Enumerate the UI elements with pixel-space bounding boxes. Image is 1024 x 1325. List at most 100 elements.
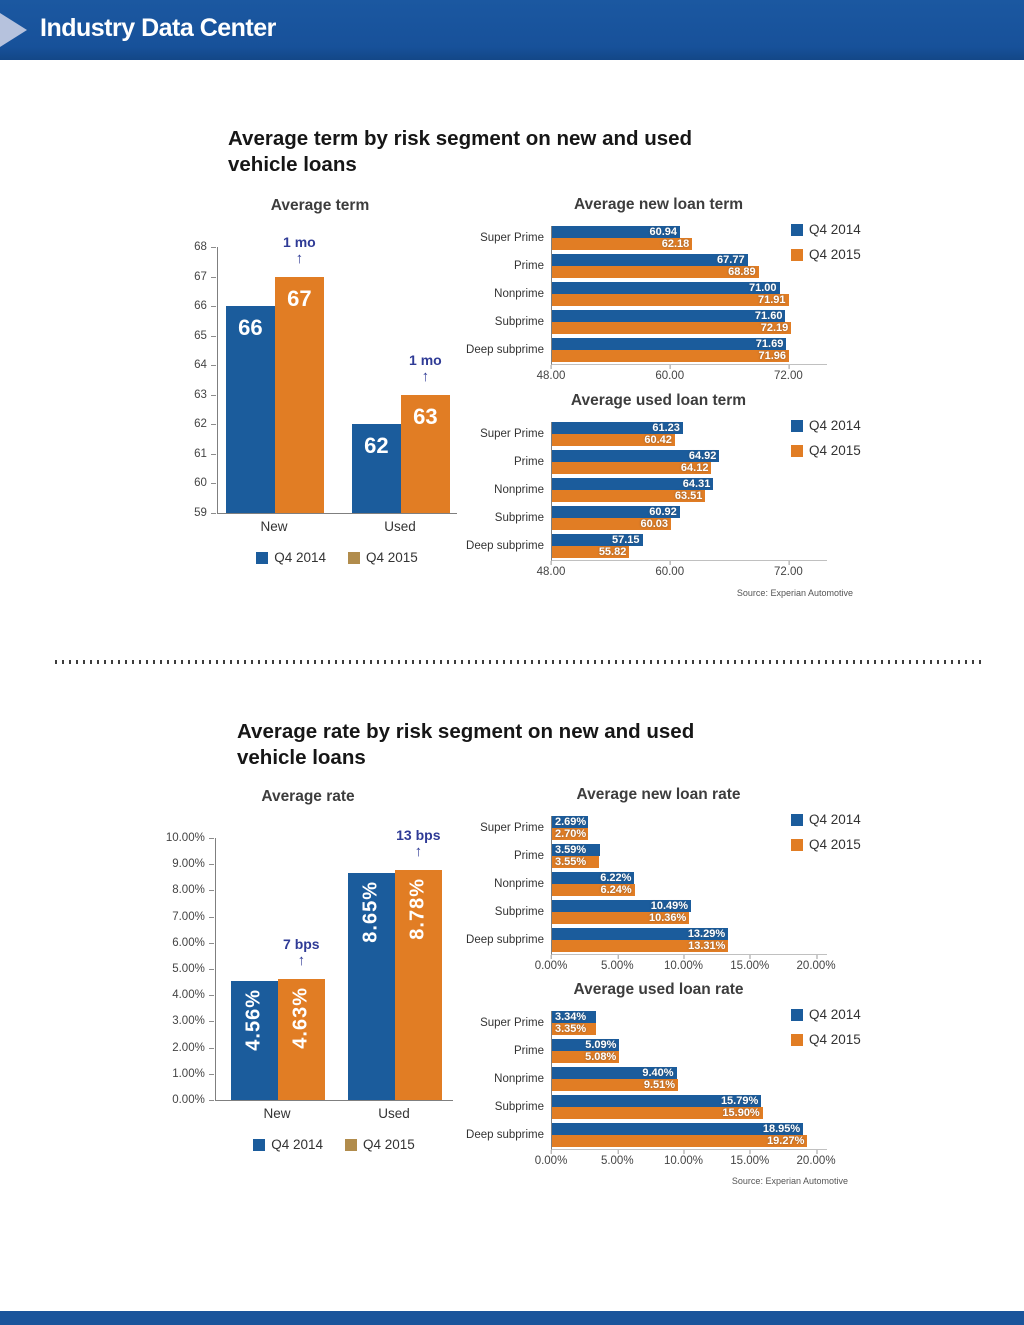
section-heading-rate: Average rate by risk segment on new and … (237, 719, 694, 771)
legend-swatch-icon (791, 223, 803, 236)
plot-area: 60.94 62.18 67.77 68.89 71.00 71.91 71.60 72.19… (551, 226, 827, 365)
category-label: Nonprime (494, 484, 544, 496)
bar-value-label: 6.22% (600, 872, 632, 884)
bar-value-label: 72.19 (760, 322, 789, 334)
x-axis-category-labels: New Used (217, 514, 457, 536)
category-label: Nonprime (494, 288, 544, 300)
bar-q4-2015: 15.90% (552, 1107, 763, 1119)
category-label: Deep subprime (466, 540, 544, 552)
bar-value-label: 2.70% (555, 828, 587, 840)
bar-value-label: 68.89 (728, 266, 756, 278)
x-axis-labels: 0.00% 5.00% 10.00% 15.00% 20.00% (535, 955, 836, 973)
category-label: Deep subprime (466, 1129, 544, 1141)
bar-q4-2014: 18.95% (552, 1123, 804, 1135)
chart-title: Average new loan rate (576, 786, 741, 803)
bar-q4-2014: 3.59% (552, 844, 600, 856)
y-axis-tick-label: 7.00% (172, 910, 214, 923)
bar-q4-2015: 71.91 (552, 294, 789, 306)
category-label: Prime (513, 260, 544, 272)
bar-q4-2015: 8.78% (394, 869, 442, 1100)
bar-q4-2015: 72.19 (552, 322, 792, 334)
bar-q4-2014: 15.79% (552, 1095, 762, 1107)
y-axis-labels: 10.00% 9.00% 8.00% 7.00% 6.00% 5.00% 4.00% 3.00… (163, 832, 215, 1106)
y-axis-tick-label: 61 (194, 447, 216, 460)
legend-swatch-icon (791, 813, 803, 826)
y-axis-labels: 68 67 66 65 64 63 62 61 60 59 (183, 241, 217, 519)
bar-value-label: 64.31 (682, 478, 711, 490)
bar-q4-2014: 71.00 (552, 282, 780, 294)
chart-title: Average used loan rate (573, 981, 744, 998)
bar-value-label: 5.09% (585, 1039, 617, 1051)
plot-area: 2.69% 2.70% 3.59% 3.55% 6.22% 6.24% 10.49% 10.3… (551, 816, 827, 955)
legend-swatch-icon (791, 248, 803, 261)
category-labels: Super Prime Prime Nonprime Subprime Deep sub… (461, 1011, 551, 1149)
legend-label: Q4 2014 (809, 222, 861, 237)
x-axis-tick-label: 48.00 (536, 365, 566, 382)
legend-item: Q4 2015 (345, 1137, 415, 1152)
x-axis-tick-label: 10.00% (664, 1150, 704, 1167)
bar-value-label: 9.51% (643, 1079, 676, 1091)
bar-value-label: 10.49% (650, 900, 689, 912)
bar-q4-2015: 13.31% (552, 940, 729, 952)
category-label: Subprime (494, 906, 544, 918)
legend-item: Q4 2015 (791, 443, 861, 458)
y-axis-tick-label: 62 (194, 418, 216, 431)
y-axis-tick-label: 8.00% (172, 884, 214, 897)
bar-value-label: 71.69 (755, 338, 784, 350)
legend-swatch-icon (791, 1033, 803, 1046)
y-axis-tick-label: 63 (194, 388, 216, 401)
legend-label: Q4 2015 (809, 443, 861, 458)
y-axis-tick-label: 10.00% (165, 832, 214, 844)
bar-value-label: 5.08% (585, 1051, 617, 1063)
category-label: Nonprime (494, 1073, 544, 1085)
section-heading-term-line1: Average term by risk segment on new and … (228, 127, 693, 150)
chart-title: Average used loan term (570, 392, 747, 409)
x-axis-labels: 0.00% 5.00% 10.00% 15.00% 20.00% (535, 1150, 836, 1168)
category-label: New (263, 1106, 291, 1121)
bar-value-label: 64.92 (688, 450, 717, 462)
bar-value-label: 8.65% (359, 881, 382, 944)
bar-q4-2015: 60.42 (552, 434, 675, 446)
annotation-text: 1 mo (409, 351, 442, 368)
legend-item: Q4 2014 (253, 1137, 323, 1152)
y-axis-tick-label: 2.00% (172, 1041, 214, 1054)
bar-value-label: 19.27% (767, 1135, 805, 1147)
chart-body: Super Prime Prime Nonprime Subprime Deep sub… (461, 816, 863, 955)
legend-swatch-icon (256, 551, 269, 564)
annotation-text: 7 bps (283, 935, 320, 952)
bar-q4-2014: 64.92 (552, 450, 720, 462)
y-axis-tick-label: 60 (194, 477, 216, 490)
y-axis-tick-label: 5.00% (172, 963, 214, 975)
legend-label: Q4 2014 (809, 1007, 861, 1022)
bar-q4-2015: 55.82 (552, 546, 630, 558)
chart-title: Average rate (261, 788, 355, 805)
y-axis-tick-label: 65 (194, 329, 216, 342)
bar-q4-2015: 5.08% (552, 1051, 620, 1063)
legend-label: Q4 2015 (809, 247, 861, 262)
legend-swatch-icon (345, 1138, 357, 1151)
section-heading-term-line2: vehicle loans (228, 153, 357, 176)
category-label: Subprime (494, 512, 544, 524)
bar-value-label: 55.82 (598, 546, 627, 558)
legend-item: Q4 2014 (791, 222, 861, 237)
x-axis-tick-label: 10.00% (664, 955, 704, 972)
category-label: Prime (513, 850, 544, 862)
bar-value-label: 13.29% (687, 928, 726, 940)
bar-value-label: 6.24% (600, 884, 632, 896)
plot-area: 66 67 1 mo ↑ 62 63 1 mo ↑ (216, 234, 457, 514)
bar-q4-2014: 8.65% (347, 873, 395, 1100)
bar-value-label: 10.36% (648, 912, 687, 924)
bar-q4-2015: 63.51 (552, 490, 706, 502)
x-axis-labels: 48.00 60.00 72.00 (537, 365, 826, 383)
chart-body: Super Prime Prime Nonprime Subprime Deep sub… (461, 226, 863, 365)
legend-label: Q4 2014 (809, 812, 861, 827)
bar-q4-2014: 71.60 (552, 310, 786, 322)
change-annotation: 7 bps ↑ (261, 936, 341, 969)
bar-value-label: 60.94 (649, 226, 677, 238)
x-axis-labels: 48.00 60.00 72.00 (537, 561, 826, 579)
x-axis-tick-label: 0.00% (534, 1150, 568, 1167)
chart-legend: Q4 2014 Q4 2015 (215, 1137, 453, 1152)
change-annotation: 1 mo ↑ (259, 234, 339, 267)
legend-swatch-icon (791, 419, 803, 432)
y-axis-tick-label: 0.00% (172, 1094, 214, 1106)
